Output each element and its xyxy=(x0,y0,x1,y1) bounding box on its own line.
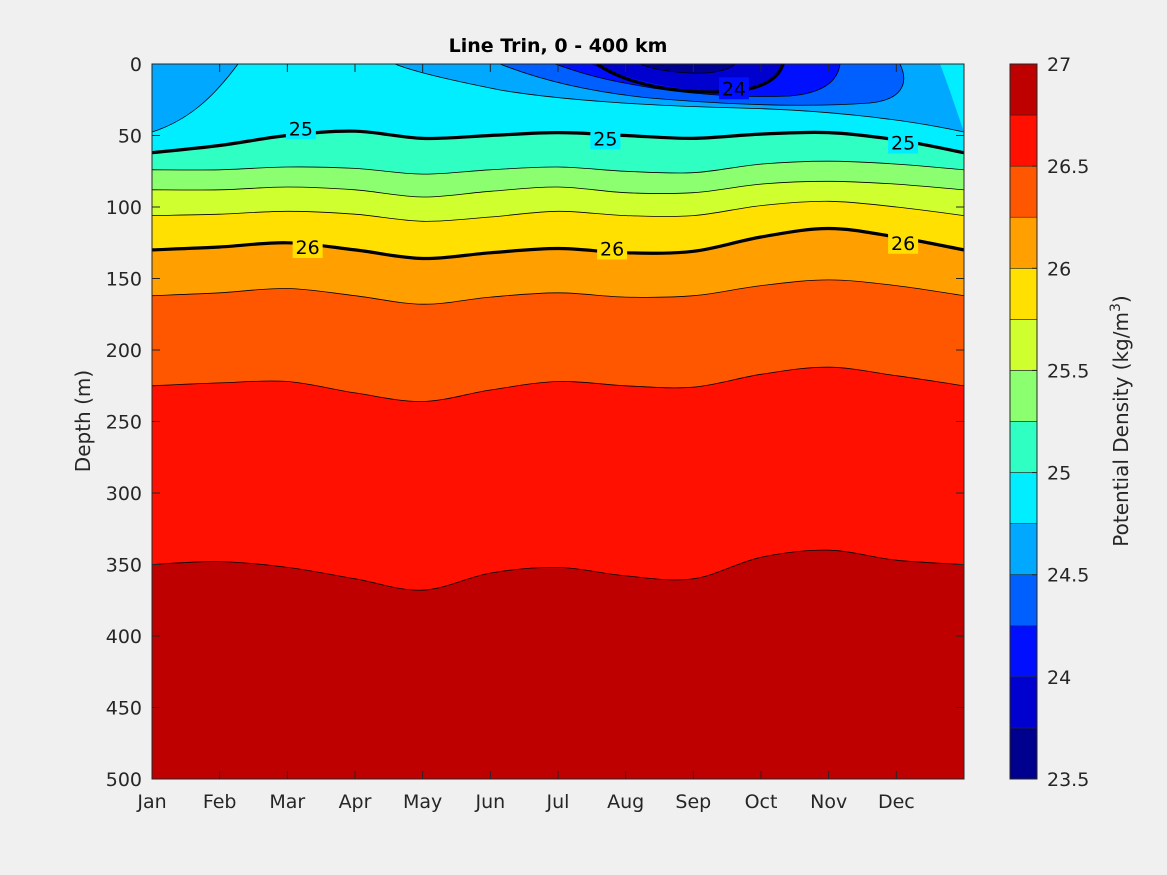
surface-patch-23-5 xyxy=(640,64,735,74)
contour-24-line xyxy=(596,64,785,94)
contour-label-bg xyxy=(590,127,621,150)
y-tick-label: 300 xyxy=(106,483,142,505)
surface-patch-24-5 xyxy=(152,64,238,132)
colorbar-tick-label: 27 xyxy=(1047,54,1071,76)
colorbar[interactable]: 23.5 24 24.5 25 25.5 26 26.5 27 xyxy=(1009,54,1089,791)
y-axis-label: Depth (m) xyxy=(71,370,95,472)
x-tick-label: Sep xyxy=(675,791,711,813)
y-tick-label: 500 xyxy=(106,769,142,791)
colorbar-band xyxy=(1009,421,1038,473)
isopycnal-25-5 xyxy=(152,180,964,198)
contour-label: 25 xyxy=(891,133,915,155)
isopycnal-26-5 xyxy=(152,366,964,402)
density-bands xyxy=(152,64,964,779)
x-tick-label: Dec xyxy=(878,791,915,813)
colorbar-label: Potential Density (kg/m3) xyxy=(1108,295,1133,546)
colorbar-band xyxy=(1009,523,1038,576)
colorbar-tick-label: 25 xyxy=(1047,463,1071,485)
colorbar-band xyxy=(1009,114,1038,167)
colorbar-tick-label: 26 xyxy=(1047,258,1071,280)
colorbar-label-tail: ) xyxy=(1109,295,1133,303)
x-tick-label: Oct xyxy=(745,791,778,813)
y-axis: 0 50 100 150 200 250 300 350 400 450 500 xyxy=(106,54,964,791)
contour-label-bg xyxy=(888,231,919,254)
isopycnal-26-25 xyxy=(152,279,964,305)
colorbar-band xyxy=(1009,216,1038,269)
contour-label-bg xyxy=(292,236,323,259)
y-tick-label: 150 xyxy=(106,269,142,291)
colorbar-frame xyxy=(1009,63,1038,780)
x-tick-label: May xyxy=(403,791,442,813)
y-tick-label: 450 xyxy=(106,698,142,720)
x-tick-label: Mar xyxy=(269,791,305,813)
x-tick-label: Jun xyxy=(474,791,505,813)
y-tick-label: 400 xyxy=(106,626,142,648)
contour-label-bg xyxy=(285,117,316,140)
y-tick-label: 50 xyxy=(118,126,142,148)
contour-label: 24 xyxy=(722,78,746,100)
colorbar-band xyxy=(1009,63,1038,116)
x-tick-label: Nov xyxy=(810,791,847,813)
y-tick-label: 350 xyxy=(106,555,142,577)
contour-label-bg xyxy=(597,237,628,260)
colorbar-label-superscript: 3 xyxy=(1108,303,1124,312)
colorbar-band xyxy=(1009,319,1038,371)
y-tick-label: 200 xyxy=(106,340,142,362)
contour-label-bg xyxy=(888,131,919,154)
isopycnal-25-25 xyxy=(152,160,964,175)
colorbar-band xyxy=(1009,267,1038,320)
colorbar-band xyxy=(1009,574,1038,627)
colorbar-band xyxy=(1009,727,1038,780)
surface-fresh-water-patches xyxy=(152,64,964,133)
colorbar-tick-label: 26.5 xyxy=(1047,156,1089,178)
isopycnal-26 xyxy=(152,226,964,261)
y-tick-label: 100 xyxy=(106,197,142,219)
contour-labels: 25 25 25 26 26 26 24 xyxy=(285,77,919,260)
x-tick-label: Jul xyxy=(546,791,570,813)
colorbar-tick-label: 25.5 xyxy=(1047,360,1089,382)
x-tick-label: Aug xyxy=(607,791,644,813)
contour-label: 26 xyxy=(600,238,624,260)
band-26-75 xyxy=(152,550,964,779)
colorbar-band xyxy=(1009,165,1038,218)
x-axis: Jan Feb Mar Apr May Jun Jul Aug Sep Oct Nov Dec xyxy=(136,64,915,813)
colorbar-tick-label: 24.5 xyxy=(1047,565,1089,587)
colorbar-band xyxy=(1009,676,1038,729)
surface-contour-thin xyxy=(152,64,964,133)
y-tick-label: 250 xyxy=(106,412,142,434)
contour-label: 26 xyxy=(296,237,320,259)
x-tick-label: Jan xyxy=(136,791,166,813)
colorbar-band xyxy=(1009,472,1038,524)
colorbar-tick-label: 24 xyxy=(1047,667,1071,689)
x-tick-label: Apr xyxy=(339,791,372,813)
isopycnal-26-75 xyxy=(152,549,964,591)
x-tick-label: Feb xyxy=(203,791,237,813)
isopycnal-25-75 xyxy=(152,200,964,222)
y-tick-label: 0 xyxy=(130,54,142,76)
colorbar-tick-label: 23.5 xyxy=(1047,769,1089,791)
chart-title: Line Trin, 0 - 400 km xyxy=(449,35,668,57)
colorbar-label-main: Potential Density (kg/m xyxy=(1109,312,1133,547)
contour-label: 25 xyxy=(593,128,617,150)
colorbar-band xyxy=(1009,370,1038,422)
plot-area: 25 25 25 26 26 26 24 xyxy=(152,64,964,779)
contour-label: 25 xyxy=(289,118,313,140)
contour-label: 26 xyxy=(891,233,915,255)
colorbar-band xyxy=(1009,625,1038,678)
contour-label-bg xyxy=(718,77,749,100)
